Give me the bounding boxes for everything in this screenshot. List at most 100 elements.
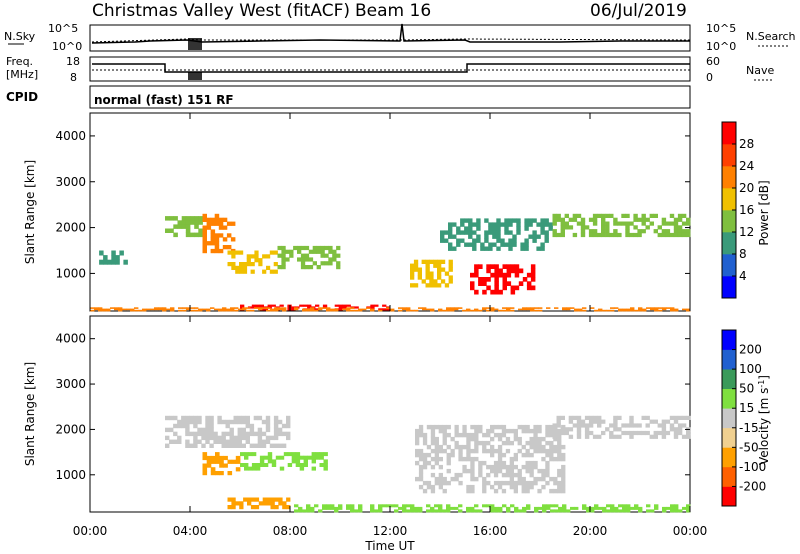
power-cell <box>312 261 317 266</box>
vel-cell <box>645 423 650 428</box>
power-cell <box>90 309 95 312</box>
vel-cell <box>374 509 379 513</box>
vel-cell <box>486 504 491 508</box>
vel-cell <box>490 444 495 450</box>
vel-cell <box>434 480 439 486</box>
power-cell <box>504 230 509 235</box>
power-cell <box>300 261 306 266</box>
vel-cell <box>330 506 335 510</box>
vel-cell <box>229 443 234 448</box>
vel-cell <box>466 452 471 458</box>
power-cell <box>358 309 363 312</box>
vel-cell <box>552 423 557 428</box>
power-cell <box>601 213 606 218</box>
vel-cell <box>474 504 479 508</box>
nsky-strip: N.Sky 10^5 10^0 10^5 10^0 N.Search <box>4 22 796 53</box>
power-cell <box>291 306 296 309</box>
vel-cell <box>418 428 424 434</box>
vel-cell <box>686 434 691 439</box>
power-cell <box>658 309 663 312</box>
power-cell <box>448 275 453 280</box>
vel-cell <box>244 463 249 467</box>
vel-ytick-label: 4000 <box>55 332 86 346</box>
power-cell <box>430 308 435 311</box>
nsky-label: N.Sky <box>4 30 36 43</box>
vel-cell <box>482 460 487 466</box>
vel-cell <box>584 427 590 432</box>
power-cell <box>425 263 430 268</box>
vel-cell <box>537 436 542 442</box>
vel-cell <box>458 504 463 508</box>
power-cell <box>402 308 407 311</box>
vel-cell <box>588 419 594 424</box>
vel-cell <box>501 488 507 494</box>
power-cell <box>165 216 170 221</box>
power-cell <box>437 259 442 264</box>
power-cell <box>302 309 307 312</box>
power-cell <box>552 229 557 234</box>
power-cell <box>254 254 259 259</box>
power-cell <box>588 229 594 234</box>
power-cell <box>580 225 586 230</box>
power-cell <box>354 306 359 309</box>
vel-cell <box>649 434 654 439</box>
vel-ytick-label: 2000 <box>55 422 86 436</box>
vel-cell <box>346 504 351 508</box>
vel-cell <box>588 423 594 428</box>
power-cell <box>580 232 586 238</box>
power-cell <box>540 226 545 231</box>
vel-cell <box>582 506 587 510</box>
power-cell <box>429 271 434 276</box>
vel-cell <box>557 448 562 454</box>
vel-cell <box>597 419 602 424</box>
vel-cell <box>513 480 518 486</box>
power-cell <box>524 246 529 251</box>
velocity-colorbar-tick-label: 100 <box>739 362 762 376</box>
power-cell <box>448 222 453 227</box>
vel-cell <box>586 506 591 510</box>
vel-cell <box>594 504 599 508</box>
vel-cell <box>241 419 246 425</box>
vel-cell <box>541 456 546 462</box>
power-cell <box>468 218 473 223</box>
power-cell <box>472 238 477 243</box>
power-cell <box>488 246 493 251</box>
vel-cell <box>326 504 331 508</box>
power-cell <box>613 232 618 238</box>
vel-cell <box>478 509 483 513</box>
vel-cell <box>418 456 424 462</box>
vel-cell <box>209 435 214 441</box>
power-cell <box>444 230 449 235</box>
vel-cell <box>418 464 424 470</box>
vel-cell <box>454 432 459 438</box>
vel-cell <box>562 509 567 513</box>
power-cell <box>304 265 310 270</box>
power-cell <box>560 232 565 238</box>
power-cell <box>202 241 207 246</box>
vel-cell <box>286 497 291 502</box>
vel-cell <box>557 428 562 434</box>
vel-cell <box>286 435 291 441</box>
vel-cell <box>454 476 459 482</box>
power-cell <box>308 249 314 254</box>
power-cell <box>500 222 505 227</box>
vel-cell <box>669 415 675 420</box>
power-cell <box>594 309 599 312</box>
velocity-colorbar-tick-label: -15 <box>739 421 759 435</box>
vel-cell <box>501 472 507 478</box>
vel-cell <box>294 504 299 508</box>
power-cell <box>560 225 565 230</box>
power-cell <box>677 225 683 230</box>
vel-cell <box>240 452 245 457</box>
vel-cell <box>338 506 343 510</box>
vel-cell <box>319 452 324 457</box>
vel-cell <box>209 415 214 421</box>
power-cell <box>254 258 259 263</box>
vel-cell <box>661 430 667 436</box>
power-cell <box>218 221 224 226</box>
power-cell <box>498 289 503 295</box>
vel-cell <box>177 423 182 429</box>
vel-cell <box>645 415 650 420</box>
power-cell <box>448 246 453 251</box>
vel-cell <box>602 506 607 510</box>
